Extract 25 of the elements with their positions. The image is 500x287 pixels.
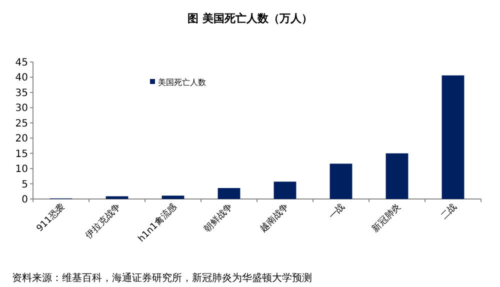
- x-tick-label: 伊拉克战争: [84, 201, 124, 241]
- y-tick-label: 5: [22, 179, 28, 190]
- y-tick-label: 45: [15, 58, 28, 68]
- bar: [162, 196, 184, 199]
- x-tick-label: 新冠肺炎: [370, 201, 404, 235]
- bar: [386, 153, 408, 199]
- chart-title: 图 美国死亡人数（万人）: [188, 12, 312, 25]
- bar: [442, 75, 464, 199]
- y-tick-label: 40: [15, 72, 28, 84]
- x-tick-label: 越南战争: [258, 201, 292, 235]
- text: 资料来源：维基百科，海通证券研究所，新冠肺炎为华盛顿大学预测: [12, 272, 312, 284]
- legend-label: 美国死亡人数: [158, 78, 206, 87]
- y-tick-label: 30: [15, 103, 28, 114]
- y-tick-label: 15: [15, 148, 28, 160]
- y-tick-label: 20: [15, 134, 28, 145]
- bar: [274, 182, 296, 199]
- y-tick-label: 25: [15, 118, 28, 130]
- x-tick-label: 一战: [326, 201, 348, 222]
- y-tick-label: 10: [15, 164, 28, 176]
- bar: [330, 164, 352, 199]
- y-tick-label: 0: [22, 194, 28, 206]
- y-tick-label: 35: [15, 88, 28, 99]
- x-tick-label: 朝鲜战争: [202, 201, 236, 235]
- x-tick-label: 二战: [438, 201, 460, 222]
- bar: [218, 188, 240, 199]
